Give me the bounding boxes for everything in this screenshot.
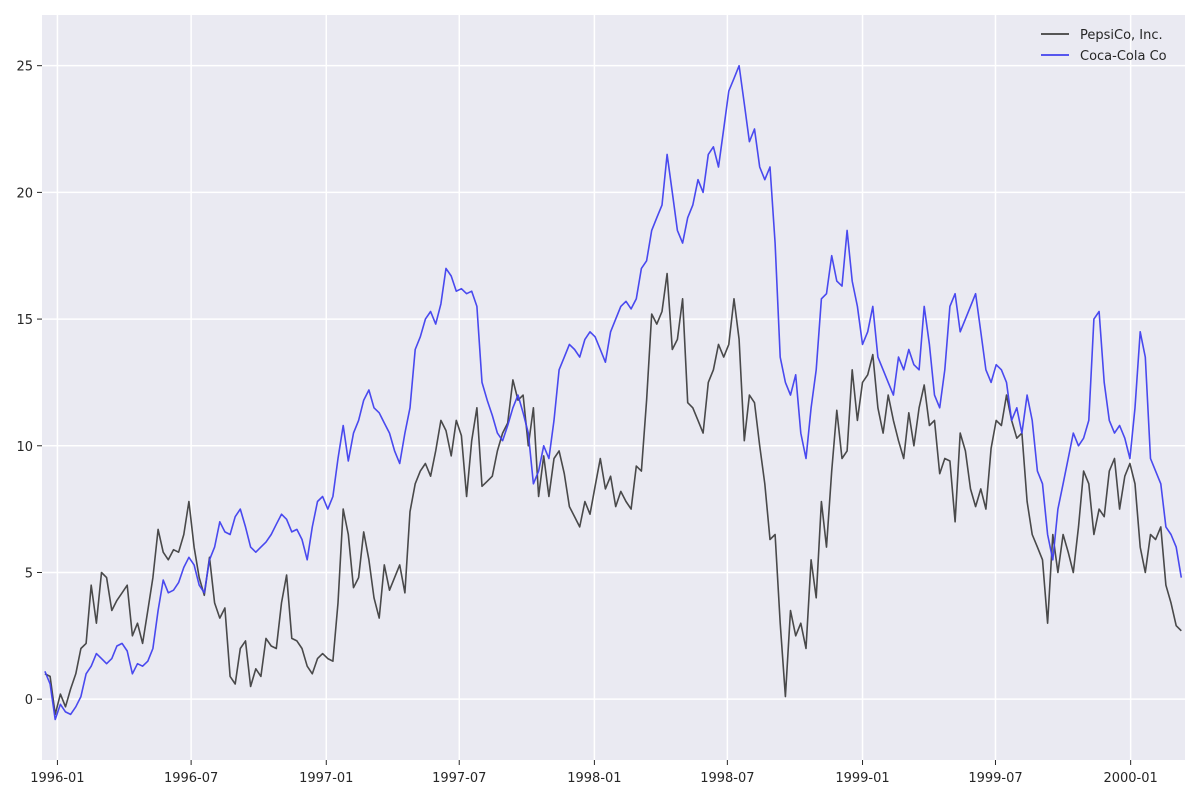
x-tick-label: 1997-07 [432,771,486,786]
y-tick-label: 10 [16,440,33,455]
y-tick-label: 15 [16,313,33,328]
y-gridlines [42,64,1185,700]
y-axis-ticks: 0 5 10 15 20 25 [16,60,42,708]
y-tick-label: 5 [25,566,33,581]
x-gridlines [56,15,1132,760]
legend-label-0: PepsiCo, Inc. [1080,28,1163,43]
series-line-1 [44,64,1183,721]
x-tick-label: 1998-07 [700,771,754,786]
legend: PepsiCo, Inc. Coca-Cola Co [1041,28,1167,64]
x-tick-label: 1999-07 [968,771,1022,786]
x-tick-label: 1996-07 [164,771,218,786]
x-axis-ticks: 1996-01 1996-07 1997-01 1997-07 1998-01 1998-… [30,760,1158,786]
y-tick-label: 0 [25,693,33,708]
y-tick-label: 25 [16,60,33,75]
x-tick-label: 1999-01 [835,771,889,786]
x-tick-label: 1997-01 [299,771,353,786]
plot-background [42,15,1185,760]
legend-label-1: Coca-Cola Co [1080,49,1167,64]
x-tick-label: 1998-01 [567,771,621,786]
series-line-0 [44,272,1182,716]
x-tick-label: 1996-01 [30,771,84,786]
series-layer [44,64,1183,721]
x-tick-label: 2000-01 [1103,771,1157,786]
y-tick-label: 20 [16,186,33,201]
